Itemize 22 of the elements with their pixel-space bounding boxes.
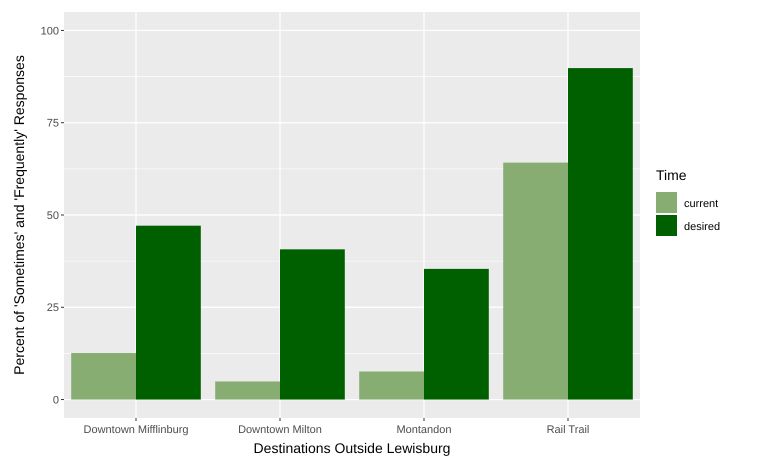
bar	[280, 249, 345, 400]
bar	[503, 162, 568, 400]
x-tick-label: Montandon	[396, 424, 452, 436]
legend-title: Time	[656, 167, 687, 183]
legend-label: current	[684, 198, 718, 210]
legend-label: desired	[684, 220, 720, 233]
y-tick-label: 50	[46, 210, 59, 222]
y-tick-label: 25	[46, 302, 59, 314]
bar	[359, 371, 424, 400]
bar	[568, 68, 633, 400]
x-tick-label: Downtown Mifflinburg	[84, 424, 188, 436]
y-tick-label: 100	[40, 25, 59, 38]
bar	[136, 226, 201, 400]
y-tick-label: 0	[52, 394, 59, 406]
x-tick-label: Downtown Milton	[238, 424, 322, 436]
bar	[215, 381, 280, 400]
bar	[424, 268, 489, 400]
y-tick-label: 75	[46, 118, 59, 130]
y-axis-title: Percent of 'Sometimes' and 'Frequently' Responses	[11, 55, 27, 375]
x-tick-label: Rail Trail	[546, 424, 590, 436]
bar	[71, 353, 136, 400]
x-axis-title: Destinations Outside Lewisburg	[254, 440, 450, 456]
